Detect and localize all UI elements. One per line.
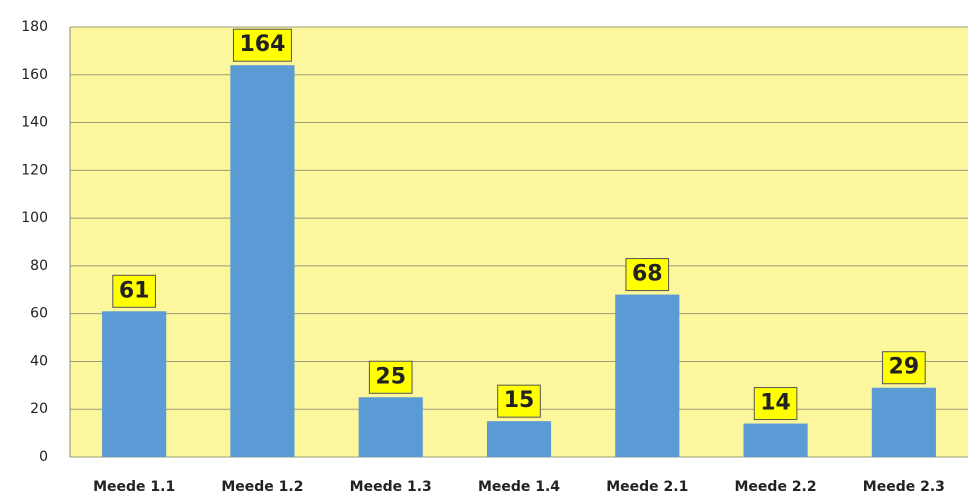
y-tick-label: 120 — [21, 162, 48, 178]
value-label: 29 — [889, 355, 920, 380]
y-tick-label: 100 — [21, 210, 48, 226]
x-tick-label: Meede 2.2 — [735, 479, 817, 495]
value-label: 14 — [760, 391, 791, 416]
x-tick-label: Meede 1.2 — [221, 479, 303, 495]
value-label-box — [625, 258, 670, 292]
bar — [486, 421, 552, 457]
bar — [871, 387, 936, 457]
y-tick-label: 60 — [30, 306, 48, 322]
y-tick-label: 20 — [30, 401, 48, 417]
value-label: 68 — [632, 262, 663, 287]
y-tick-label: 40 — [30, 353, 48, 369]
y-tick-label: 180 — [21, 19, 48, 35]
bar — [358, 397, 423, 457]
y-tick-label: 160 — [21, 67, 48, 83]
value-label: 25 — [375, 364, 406, 389]
value-label-box — [497, 384, 541, 418]
bar — [102, 311, 167, 457]
y-tick-label: 80 — [30, 258, 48, 274]
value-label-box — [882, 351, 926, 385]
value-label-box — [368, 360, 413, 394]
bar — [743, 423, 808, 457]
value-label-box — [232, 28, 292, 62]
y-tick-label: 140 — [21, 115, 48, 131]
value-label: 15 — [504, 388, 535, 413]
x-tick-label: Meede 1.1 — [93, 479, 175, 495]
x-tick-label: Meede 2.3 — [863, 479, 945, 495]
value-label: 61 — [119, 278, 150, 303]
value-label: 164 — [239, 32, 285, 57]
value-label-box — [112, 274, 156, 308]
x-tick-label: Meede 1.3 — [350, 479, 432, 495]
x-tick-label: Meede 2.1 — [606, 479, 688, 495]
bar — [230, 65, 295, 457]
y-tick-label: 0 — [39, 449, 48, 465]
bar — [615, 294, 680, 457]
x-tick-label: Meede 1.4 — [478, 479, 560, 495]
value-label-box — [753, 387, 798, 421]
